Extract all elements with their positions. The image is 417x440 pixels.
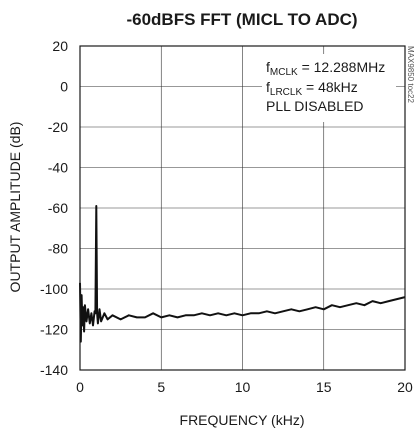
annotation-lrclk-value: = 48kHz	[302, 79, 358, 95]
y-tick-labels: 20 0 -20 -40 -60 -80 -100 -120 -140	[40, 38, 68, 378]
y-tick-label: -140	[40, 362, 68, 378]
annotation-lrclk: fLRCLK = 48kHz	[266, 79, 358, 98]
x-tick-label: 5	[157, 379, 165, 395]
annotation-block: fMCLK = 12.288MHz fLRCLK = 48kHz PLL DIS…	[262, 54, 396, 122]
annotation-lrclk-sub: LRCLK	[270, 87, 303, 98]
annotation-mclk: fMCLK = 12.288MHz	[266, 59, 385, 78]
annotation-lrclk-f: f	[266, 79, 270, 95]
annotation-mclk-f: f	[266, 59, 270, 75]
watermark: MAX9850 toc22	[406, 46, 415, 103]
plot-frame	[79, 45, 406, 371]
x-tick-label: 10	[235, 379, 251, 395]
y-tick-label: -100	[40, 281, 68, 297]
x-tick-label: 15	[316, 379, 332, 395]
y-tick-label: -120	[40, 322, 68, 338]
annotation-pll: PLL DISABLED	[266, 98, 364, 114]
chart-title: -60dBFS FFT (MICL TO ADC)	[126, 10, 357, 29]
series-line	[79, 205, 406, 343]
y-tick-label: -80	[48, 241, 68, 257]
x-tick-labels: 0 5 10 15 20	[76, 379, 413, 395]
y-tick-label: -60	[48, 200, 68, 216]
annotation-mclk-value: = 12.288MHz	[298, 59, 386, 75]
y-axis-label: OUTPUT AMPLITUDE (dB)	[7, 122, 23, 293]
y-tick-label: 20	[52, 38, 68, 54]
y-tick-label: -40	[48, 160, 68, 176]
series-layer	[79, 205, 406, 343]
y-tick-label: -20	[48, 119, 68, 135]
y-tick-label: 0	[60, 79, 68, 95]
annotation-mclk-sub: MCLK	[270, 67, 298, 78]
x-tick-label: 0	[76, 379, 84, 395]
x-axis-label: FREQUENCY (kHz)	[180, 412, 305, 428]
x-tick-label: 20	[397, 379, 413, 395]
